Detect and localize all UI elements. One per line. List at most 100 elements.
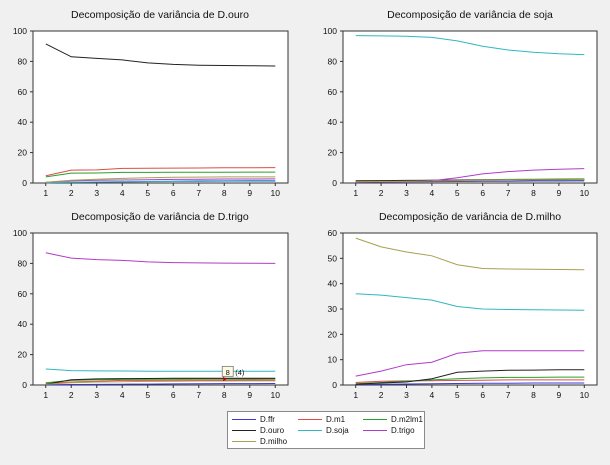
legend-swatch [363,419,387,420]
legend-swatch [298,430,322,431]
x-tick-label: 6 [171,188,176,198]
tooltip-box [221,365,234,377]
plot-area [32,30,289,184]
x-tick-label: 4 [430,188,435,198]
legend-label: D.soja [326,426,349,435]
y-tick-label: 60 [18,87,28,97]
series-line-d-m1 [45,167,276,177]
y-tick-label: 80 [18,56,28,66]
series-line-d-m2lm1 [45,378,276,384]
series-line-d-trigo [45,178,276,183]
series-line-d-m2lm1 [355,376,585,385]
y-tick-label: 100 [13,26,27,36]
x-tick-label: 10 [271,188,281,198]
y-tick-label: 40 [328,279,338,289]
y-tick-label: 20 [328,148,338,158]
x-tick-label: 3 [94,188,99,198]
legend-label: D.ouro [260,426,285,435]
x-tick-label: 8 [531,188,536,198]
legend: D.ffr D.m1 D.m2lm1 D.ouro D.soja D.trigo D.mil… [227,411,425,449]
x-tick-label: 9 [247,188,252,198]
series-line-d-milho [355,179,585,183]
y-tick-label: 60 [18,289,28,299]
y-tick-label: 60 [328,228,338,238]
series-line-d-ouro [355,369,585,385]
series-line-d-milho [45,176,276,183]
x-tick-label: 9 [557,390,562,400]
legend-label: D.m2lm1 [391,415,424,424]
y-tick-label: 20 [328,329,338,339]
series-line-d-ouro [45,43,276,67]
x-tick-label: 6 [480,188,485,198]
x-tick-label: 3 [404,188,409,198]
y-tick-label: 30 [328,304,338,314]
chart-panel-2: Decomposição de variância de soja 0 20 40 60… [323,9,598,198]
plot-area [32,232,289,386]
tooltip-extra: (4) [235,368,245,377]
x-tick-label: 9 [557,188,562,198]
x-tick-label: 8 [222,390,227,400]
x-tick-label: 4 [120,188,125,198]
x-tick-label: 3 [94,390,99,400]
series-line-d-trigo [45,252,276,264]
x-tick-label: 7 [506,188,511,198]
legend-swatch [298,419,322,420]
x-tick-label: 2 [379,188,384,198]
x-tick-label: 7 [196,390,201,400]
x-tick-label: 7 [506,390,511,400]
series-line-d-soja [45,180,276,184]
x-tick-label: 6 [171,390,176,400]
x-tick-label: 5 [455,390,460,400]
y-tick-label: 100 [323,26,337,36]
y-tick-label: 10 [328,355,338,365]
y-tick-label: 40 [328,117,338,127]
legend-label: D.trigo [391,426,415,435]
legend-label: D.m1 [326,415,346,424]
series-line-d-ouro [45,377,276,385]
chart-title: Decomposição de variância de D.ouro [71,9,249,21]
plot-area [342,30,598,184]
x-tick-label: 5 [145,390,150,400]
x-tick-label: 1 [43,188,48,198]
series-line-d-m1 [355,379,585,383]
chart-panel-4: Decomposição de variância de D.milho 0 10 2… [328,211,598,400]
cursor-icon [223,376,227,382]
x-tick-label: 2 [69,188,74,198]
chart-title: Decomposição de variância de D.milho [379,211,561,223]
x-tick-label: 1 [353,390,358,400]
y-tick-label: 80 [328,56,338,66]
tooltip-annotation: 8 (4) [221,365,245,382]
chart-panel-1: Decomposição de variância de D.ouro 0 20 40… [13,9,289,198]
y-tick-label: 100 [13,228,27,238]
y-tick-label: 20 [18,148,28,158]
series-line-d-soja [355,35,585,56]
series-line-d-m2lm1 [45,171,276,178]
legend-swatch [363,430,387,431]
x-tick-label: 7 [196,188,201,198]
series-line-d-m1 [45,379,276,384]
legend-swatch [232,419,256,420]
plot-area [342,232,598,386]
y-tick-label: 80 [18,258,28,268]
x-tick-label: 2 [69,390,74,400]
legend-swatch [232,430,256,431]
y-tick-label: 60 [328,87,338,97]
series-line-d-trigo [355,350,585,377]
x-tick-label: 10 [580,188,590,198]
chart-panel-3: Decomposição de variância de D.trigo 0 20 4… [13,211,289,400]
legend-swatch [232,441,256,442]
chart-title: Decomposição de variância de D.trigo [71,211,249,223]
y-tick-label: 40 [18,319,28,329]
y-tick-label: 50 [328,253,338,263]
y-tick-label: 0 [332,178,337,188]
legend-label: D.milho [260,437,288,446]
x-tick-label: 1 [353,188,358,198]
series-line-d-soja [45,368,276,372]
series-line-d-milho [355,237,585,271]
x-tick-label: 4 [120,390,125,400]
y-tick-label: 40 [18,117,28,127]
x-tick-label: 5 [455,188,460,198]
x-tick-label: 4 [430,390,435,400]
charts-canvas: Decomposição de variância de D.ouro 0 20 40… [13,9,598,400]
